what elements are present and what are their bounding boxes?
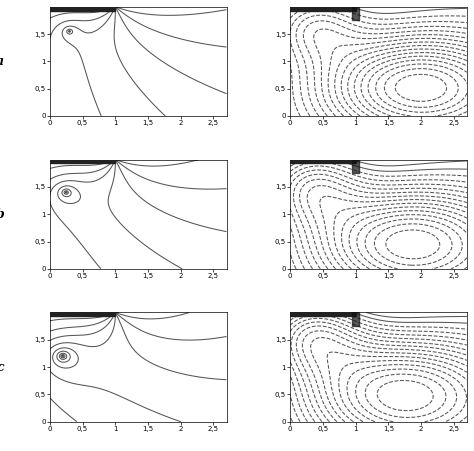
- Text: b: b: [0, 208, 5, 221]
- Text: c: c: [0, 361, 4, 373]
- Text: a: a: [0, 55, 4, 68]
